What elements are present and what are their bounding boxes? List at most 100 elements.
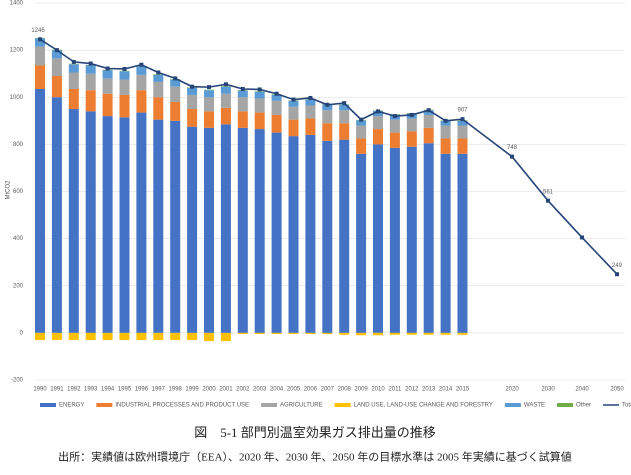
bar-segment bbox=[458, 154, 468, 333]
bar-segment bbox=[69, 333, 79, 340]
legend-label: AGRICULTURE bbox=[280, 403, 323, 409]
bar-segment bbox=[390, 333, 400, 335]
bar-segment bbox=[272, 115, 282, 133]
bar-segment bbox=[458, 138, 468, 153]
line-marker bbox=[38, 37, 42, 41]
legend-swatch bbox=[557, 403, 573, 407]
bar-segment bbox=[187, 333, 197, 340]
line-marker bbox=[106, 67, 110, 71]
bar-segment bbox=[103, 78, 113, 93]
bar-segment bbox=[255, 333, 265, 334]
bar-segment bbox=[153, 97, 163, 119]
bar-segment bbox=[289, 107, 299, 120]
line-marker bbox=[72, 60, 76, 64]
bar-segment bbox=[255, 92, 265, 99]
legend-swatch bbox=[40, 403, 56, 407]
bar-segment bbox=[103, 70, 113, 78]
bar-segment bbox=[204, 333, 214, 341]
x-tick-label: 2007 bbox=[321, 387, 335, 393]
bar-segment bbox=[407, 118, 417, 131]
bar-segment bbox=[289, 136, 299, 333]
bar-segment bbox=[238, 333, 248, 334]
bar-segment bbox=[187, 95, 197, 109]
bar-segment bbox=[238, 91, 248, 98]
bar-segment bbox=[153, 82, 163, 97]
bar-segment bbox=[255, 98, 265, 112]
bar-segment bbox=[187, 88, 197, 95]
line-marker bbox=[308, 96, 312, 100]
legend-label: Total bbox=[622, 403, 631, 409]
legend-label: INDUSTRIAL PROCESSES AND PRODUCT USE bbox=[115, 403, 249, 409]
bar-segment bbox=[373, 129, 383, 144]
bar-segment bbox=[35, 65, 45, 89]
y-tick-label: 1200 bbox=[10, 48, 24, 54]
line-marker bbox=[89, 62, 93, 66]
legend-label: ENERGY bbox=[59, 403, 84, 409]
y-tick-label: 1400 bbox=[10, 1, 24, 7]
line-marker bbox=[461, 117, 465, 121]
bar-segment bbox=[120, 80, 130, 95]
x-tick-label: 2040 bbox=[575, 387, 589, 393]
bar-segment bbox=[373, 116, 383, 129]
x-tick-label: 2020 bbox=[505, 387, 519, 393]
bar-segment bbox=[69, 109, 79, 333]
bar-segment bbox=[170, 121, 180, 333]
bar-segment bbox=[86, 333, 96, 340]
bar-segment bbox=[441, 154, 451, 333]
bar-segment bbox=[458, 126, 468, 139]
bar-segment bbox=[407, 131, 417, 146]
bar-segment bbox=[322, 123, 332, 141]
bar-segment bbox=[373, 333, 383, 335]
bar-segment bbox=[170, 87, 180, 102]
line-marker bbox=[241, 87, 245, 91]
x-tick-label: 2005 bbox=[287, 387, 301, 393]
bar-segment bbox=[221, 94, 231, 108]
bar-segment bbox=[339, 123, 349, 139]
bar-segment bbox=[187, 109, 197, 127]
bar-segment bbox=[204, 90, 214, 97]
x-tick-label: 1992 bbox=[67, 387, 81, 393]
bar-segment bbox=[221, 108, 231, 124]
x-tick-label: 1990 bbox=[33, 387, 47, 393]
bar-segment bbox=[69, 89, 79, 109]
bar-segment bbox=[103, 333, 113, 340]
x-tick-label: 2004 bbox=[270, 387, 284, 393]
line-marker bbox=[207, 85, 211, 89]
bar-segment bbox=[424, 128, 434, 143]
x-tick-label: 2009 bbox=[354, 387, 368, 393]
bar-segment bbox=[136, 67, 146, 75]
bar-segment bbox=[424, 333, 434, 335]
bar-segment bbox=[255, 113, 265, 129]
bar-segment bbox=[69, 73, 79, 89]
bar-segment bbox=[390, 148, 400, 333]
bar-segment bbox=[272, 133, 282, 333]
bar-segment bbox=[373, 144, 383, 333]
bar-segment bbox=[136, 90, 146, 112]
bar-segment bbox=[272, 101, 282, 115]
x-tick-label: 2010 bbox=[371, 387, 385, 393]
line-marker bbox=[546, 199, 550, 203]
x-tick-label: 2050 bbox=[610, 387, 624, 393]
line-marker bbox=[258, 87, 262, 91]
y-axis-title: MtCO2 bbox=[6, 180, 12, 200]
bar-segment bbox=[441, 333, 451, 335]
bar-segment bbox=[305, 135, 315, 333]
bar-segment bbox=[187, 127, 197, 333]
bar-segment bbox=[289, 333, 299, 334]
bar-segment bbox=[272, 333, 282, 334]
bar-segment bbox=[305, 118, 315, 134]
line-marker bbox=[376, 109, 380, 113]
legend-label: WASTE bbox=[524, 403, 545, 409]
bar-segment bbox=[120, 333, 130, 340]
bar-segment bbox=[238, 97, 248, 111]
line-marker bbox=[427, 108, 431, 112]
bar-segment bbox=[424, 115, 434, 128]
bar-segment bbox=[441, 126, 451, 139]
x-tick-label: 1994 bbox=[101, 387, 115, 393]
line-marker bbox=[342, 101, 346, 105]
bar-segment bbox=[103, 94, 113, 116]
y-tick-label: 0 bbox=[20, 330, 24, 336]
bar-segment bbox=[204, 111, 214, 127]
bar-segment bbox=[390, 133, 400, 148]
legend-swatch bbox=[505, 403, 521, 407]
